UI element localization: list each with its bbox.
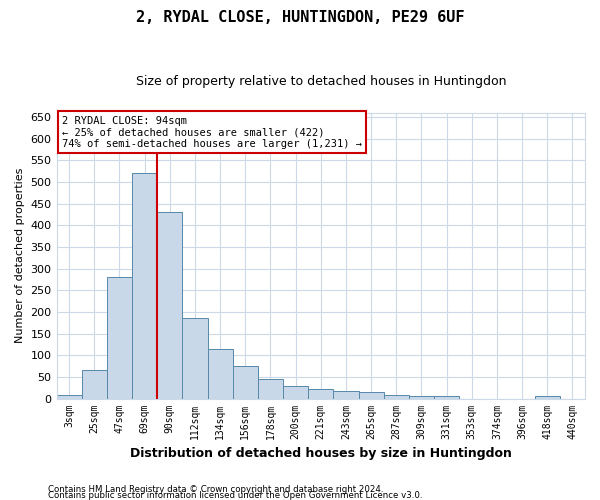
Bar: [334, 391, 359, 398]
Bar: [157, 212, 182, 398]
Bar: [107, 278, 132, 398]
Bar: [308, 389, 334, 398]
Bar: [182, 318, 208, 398]
Bar: [283, 386, 308, 398]
Bar: [56, 395, 82, 398]
Bar: [383, 395, 409, 398]
Y-axis label: Number of detached properties: Number of detached properties: [15, 168, 25, 344]
Text: Contains public sector information licensed under the Open Government Licence v3: Contains public sector information licen…: [48, 490, 422, 500]
Bar: [82, 370, 107, 398]
Title: Size of property relative to detached houses in Huntingdon: Size of property relative to detached ho…: [136, 75, 506, 88]
Bar: [208, 349, 233, 399]
Bar: [359, 392, 383, 398]
Text: 2, RYDAL CLOSE, HUNTINGDON, PE29 6UF: 2, RYDAL CLOSE, HUNTINGDON, PE29 6UF: [136, 10, 464, 25]
Bar: [409, 396, 434, 398]
Text: Contains HM Land Registry data © Crown copyright and database right 2024.: Contains HM Land Registry data © Crown c…: [48, 484, 383, 494]
Bar: [132, 174, 157, 398]
X-axis label: Distribution of detached houses by size in Huntingdon: Distribution of detached houses by size …: [130, 447, 512, 460]
Bar: [258, 379, 283, 398]
Bar: [434, 396, 459, 398]
Bar: [535, 396, 560, 398]
Text: 2 RYDAL CLOSE: 94sqm
← 25% of detached houses are smaller (422)
74% of semi-deta: 2 RYDAL CLOSE: 94sqm ← 25% of detached h…: [62, 116, 362, 149]
Bar: [233, 366, 258, 398]
